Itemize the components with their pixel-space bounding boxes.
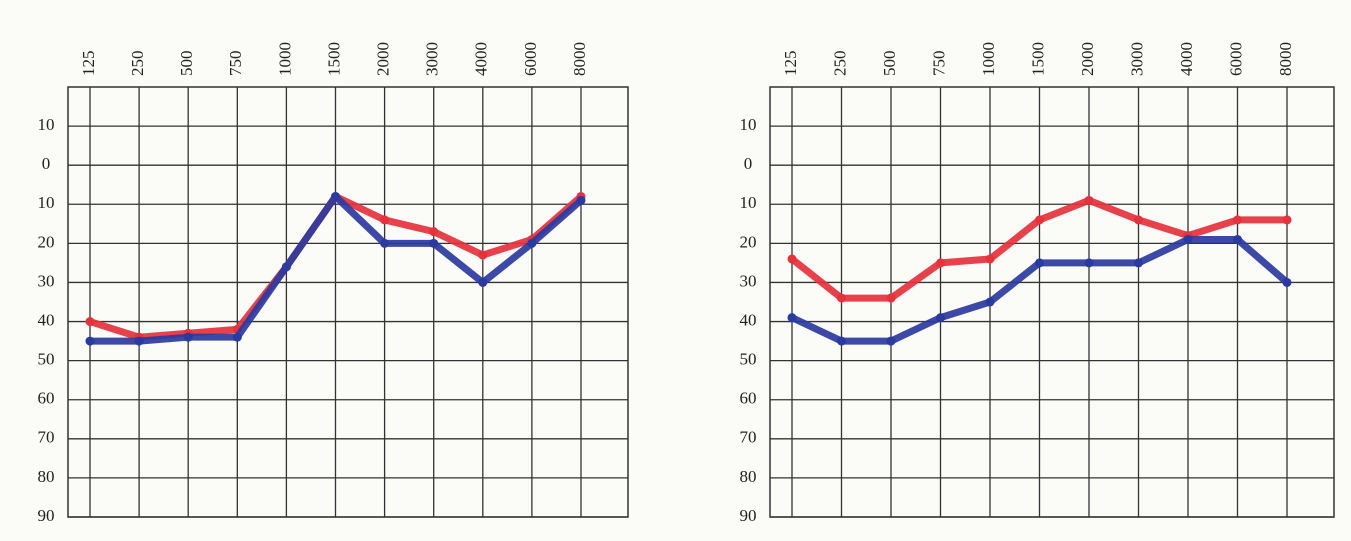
plot-frame bbox=[67, 86, 629, 518]
data-point bbox=[478, 277, 488, 287]
x-tick-label: 250 bbox=[830, 51, 849, 77]
y-tick-label: 50 bbox=[740, 350, 757, 369]
x-tick-label: 1500 bbox=[1028, 42, 1047, 76]
data-point bbox=[331, 191, 340, 201]
y-tick-label: 10 bbox=[740, 193, 757, 212]
data-point bbox=[886, 293, 896, 303]
data-point bbox=[1233, 215, 1242, 225]
data-point bbox=[1084, 195, 1094, 205]
x-tick-label: 250 bbox=[128, 51, 147, 77]
plot-frame bbox=[769, 86, 1335, 518]
x-tick-label: 8000 bbox=[570, 42, 589, 76]
data-point bbox=[429, 238, 439, 248]
y-tick-label: 10 bbox=[38, 193, 55, 212]
x-tick-label: 500 bbox=[177, 51, 196, 77]
data-point bbox=[1282, 277, 1292, 287]
y-tick-label: 90 bbox=[38, 506, 55, 525]
data-point bbox=[936, 258, 945, 268]
y-tick-label: 60 bbox=[740, 389, 757, 408]
data-point bbox=[527, 238, 537, 248]
data-point bbox=[183, 332, 193, 342]
data-point bbox=[985, 254, 995, 264]
y-tick-label: 20 bbox=[38, 232, 55, 251]
data-point bbox=[1134, 258, 1143, 268]
data-point bbox=[1035, 258, 1044, 268]
x-tick-label: 125 bbox=[79, 51, 98, 77]
data-point bbox=[1233, 234, 1242, 244]
data-point bbox=[1035, 215, 1044, 225]
y-tick-label: 20 bbox=[740, 232, 757, 251]
data-point bbox=[787, 313, 797, 323]
y-tick-label: 60 bbox=[38, 389, 55, 408]
y-tick-label: 50 bbox=[38, 350, 55, 369]
x-tick-label: 2000 bbox=[1078, 42, 1097, 76]
y-tick-label: 30 bbox=[740, 271, 757, 290]
data-point bbox=[936, 313, 945, 323]
x-tick-label: 750 bbox=[929, 51, 948, 77]
y-tick-label: 40 bbox=[740, 310, 757, 329]
y-tick-label: 70 bbox=[740, 428, 757, 447]
y-tick-label: 0 bbox=[744, 154, 753, 173]
data-point bbox=[85, 336, 95, 346]
y-tick-label: 10 bbox=[740, 115, 757, 134]
x-tick-label: 6000 bbox=[1226, 42, 1245, 76]
x-tick-label: 1000 bbox=[275, 42, 294, 76]
data-point bbox=[429, 227, 439, 237]
x-tick-label: 4000 bbox=[1177, 42, 1196, 76]
x-tick-label: 4000 bbox=[472, 42, 491, 76]
y-tick-label: 10 bbox=[38, 115, 55, 134]
y-tick-label: 80 bbox=[38, 467, 55, 486]
x-tick-label: 2000 bbox=[374, 42, 393, 76]
data-point bbox=[985, 297, 995, 307]
data-point bbox=[380, 238, 390, 248]
data-point bbox=[232, 332, 242, 342]
data-point bbox=[134, 336, 144, 346]
data-point bbox=[1134, 215, 1143, 225]
x-tick-label: 750 bbox=[226, 51, 245, 76]
data-point bbox=[576, 195, 586, 205]
y-tick-label: 80 bbox=[740, 467, 757, 486]
y-tick-label: 0 bbox=[42, 154, 51, 173]
data-point bbox=[1183, 234, 1193, 244]
x-tick-label: 1500 bbox=[324, 42, 343, 76]
data-point bbox=[787, 254, 797, 264]
y-tick-label: 90 bbox=[740, 506, 757, 525]
data-point bbox=[380, 215, 390, 225]
x-tick-label: 125 bbox=[781, 51, 800, 77]
y-tick-label: 40 bbox=[38, 310, 55, 329]
y-tick-label: 70 bbox=[38, 428, 55, 447]
data-point bbox=[837, 336, 846, 346]
data-point bbox=[478, 250, 488, 260]
x-tick-label: 1000 bbox=[979, 42, 998, 76]
x-tick-label: 6000 bbox=[521, 42, 540, 76]
x-tick-label: 8000 bbox=[1276, 42, 1295, 76]
x-tick-label: 500 bbox=[880, 51, 899, 77]
data-point bbox=[886, 336, 896, 346]
x-tick-label: 3000 bbox=[423, 42, 442, 76]
x-tick-label: 3000 bbox=[1127, 42, 1146, 76]
data-point bbox=[837, 293, 846, 303]
data-point bbox=[281, 262, 291, 272]
data-point bbox=[85, 317, 95, 327]
data-point bbox=[1084, 258, 1094, 268]
data-point bbox=[1282, 215, 1292, 225]
y-tick-label: 30 bbox=[38, 271, 55, 290]
